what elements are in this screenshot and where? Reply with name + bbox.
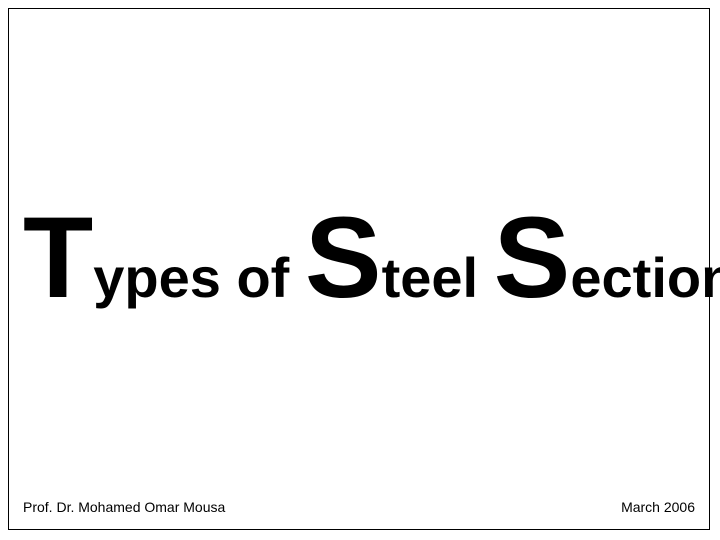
title-of: of bbox=[221, 246, 305, 309]
title-word2-rest: teel bbox=[382, 246, 494, 309]
slide-frame: Types of Steel Sections Prof. Dr. Mohame… bbox=[8, 8, 710, 530]
title-cap-2: S bbox=[305, 194, 382, 322]
title-cap-3: S bbox=[494, 194, 571, 322]
slide-title: Types of Steel Sections bbox=[23, 201, 717, 316]
footer-date: March 2006 bbox=[621, 499, 695, 515]
title-word1-rest: ypes bbox=[93, 246, 221, 309]
footer-author: Prof. Dr. Mohamed Omar Mousa bbox=[23, 499, 225, 515]
title-cap-1: T bbox=[23, 194, 93, 322]
title-word3-rest: ections bbox=[570, 246, 720, 309]
